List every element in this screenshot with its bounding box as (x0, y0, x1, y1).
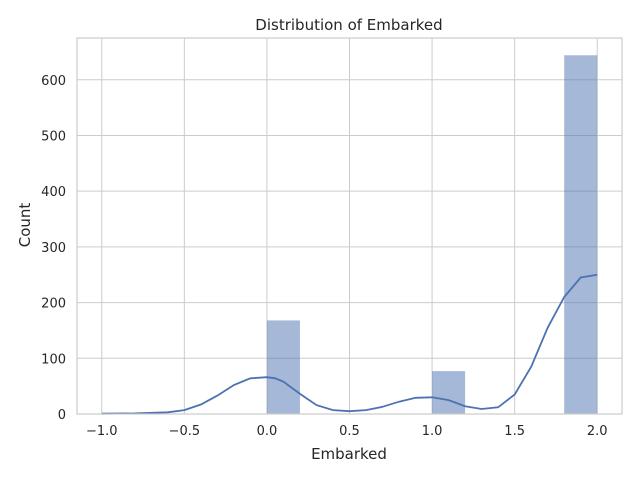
x-tick-label: 0.5 (339, 424, 360, 439)
x-axis-label: Embarked (311, 445, 387, 463)
x-axis-ticks: −1.0 −0.5 0.0 0.5 1.0 1.5 2.0 (86, 424, 608, 439)
y-tick-label: 200 (41, 297, 66, 312)
plot-frame (76, 37, 623, 415)
y-tick-label: 600 (41, 74, 66, 89)
x-tick-label: −1.0 (86, 424, 118, 439)
y-tick-label: 0 (58, 408, 66, 423)
chart-title: Distribution of Embarked (255, 16, 442, 34)
x-tick-label: 1.5 (504, 424, 525, 439)
histogram-bar (564, 55, 598, 414)
x-tick-label: 1.0 (422, 424, 443, 439)
kde-curve (101, 273, 598, 415)
y-tick-label: 400 (41, 185, 66, 200)
histogram-bar (432, 371, 466, 414)
y-tick-label: 300 (41, 241, 66, 256)
y-axis-ticks: 0 100 200 300 400 500 600 (41, 74, 66, 423)
y-axis-label: Count (16, 203, 34, 248)
y-tick-label: 500 (41, 129, 66, 144)
x-tick-label: −0.5 (169, 424, 201, 439)
grid-lines (77, 38, 622, 415)
x-tick-label: 2.0 (587, 424, 608, 439)
histogram-bar (266, 320, 300, 414)
histogram-bars (101, 55, 598, 414)
y-tick-label: 100 (41, 352, 66, 367)
x-tick-label: 0.0 (257, 424, 278, 439)
